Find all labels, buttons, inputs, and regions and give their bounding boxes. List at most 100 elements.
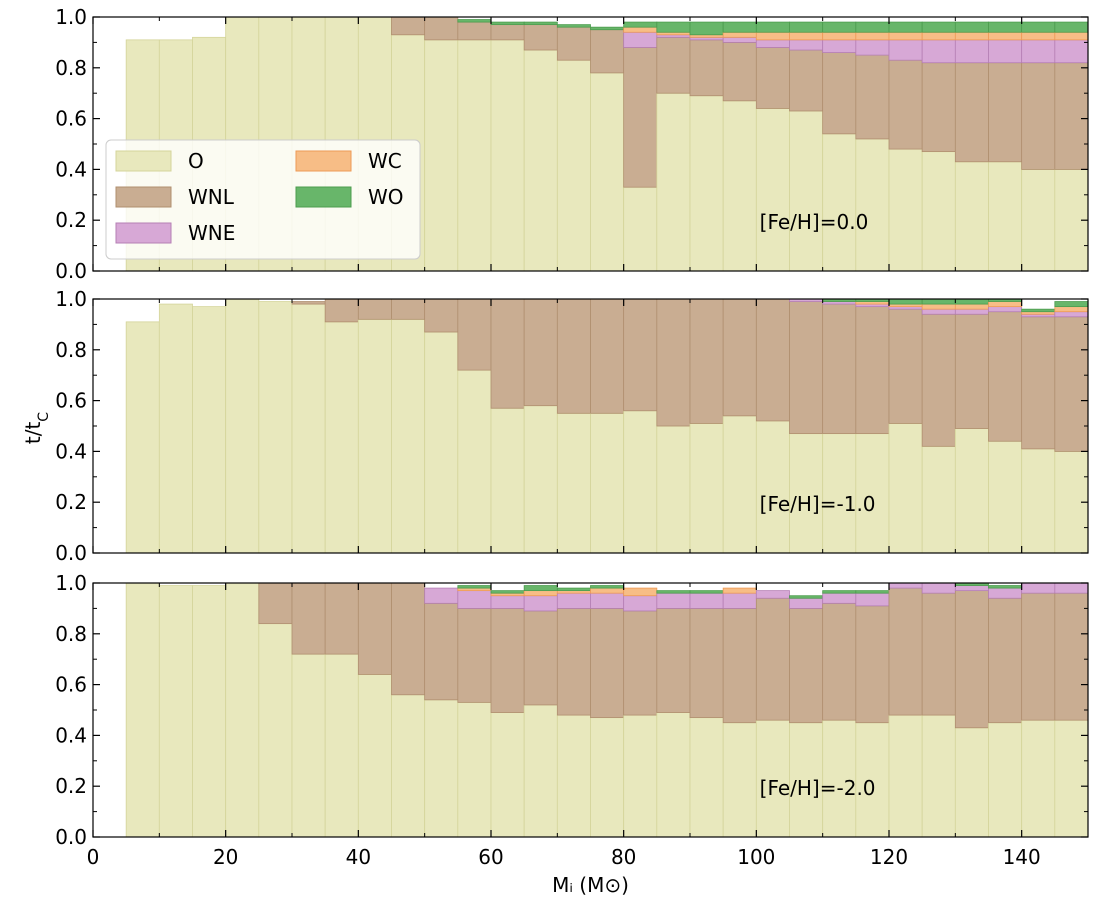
bar-WNL-m145 bbox=[1054, 592, 1088, 721]
bar-WC-m105 bbox=[789, 31, 824, 41]
bar-O-m110 bbox=[822, 719, 857, 837]
bar-WC-m80 bbox=[623, 26, 658, 33]
bar-O-m100 bbox=[755, 108, 790, 271]
bar-WO-m145 bbox=[1054, 301, 1088, 308]
bar-WNL-m150 bbox=[1087, 316, 1088, 452]
svg-text:t/tC: t/tC bbox=[21, 412, 52, 444]
x-axis-label: Mᵢ (M⊙) bbox=[552, 873, 629, 897]
bar-WNL-m80 bbox=[623, 47, 658, 188]
bar-WNL-m50 bbox=[424, 299, 459, 333]
y-tick-label: 0.2 bbox=[55, 208, 87, 232]
x-tick-label: 20 bbox=[213, 845, 238, 869]
bar-WO-m90 bbox=[689, 21, 724, 36]
bar-WNE-m125 bbox=[921, 308, 956, 315]
bar-WC-m95 bbox=[722, 31, 757, 38]
bar-WC-m80 bbox=[623, 587, 658, 597]
legend-label-WNE: WNE bbox=[188, 221, 235, 245]
panel-2: 0.0 0.2 0.4 0.6 0.8 1.0 [Fe/H]=-2.0 bbox=[55, 571, 1089, 849]
bar-O-m55 bbox=[457, 369, 492, 553]
bar-WNE-m105 bbox=[789, 597, 824, 609]
bar-O-m95 bbox=[722, 415, 757, 553]
bar-O-m125 bbox=[921, 445, 956, 553]
bar-WNL-m65 bbox=[523, 24, 558, 51]
bar-O-m150 bbox=[1087, 450, 1088, 553]
bar-O-m85 bbox=[656, 92, 691, 271]
bar-O-m65 bbox=[523, 49, 558, 271]
bar-WO-m105 bbox=[789, 595, 824, 599]
bar-O-m130 bbox=[954, 161, 989, 271]
y-tick-label: 0.4 bbox=[55, 439, 87, 463]
bar-WNL-m45 bbox=[391, 299, 426, 320]
bar-WNL-m130 bbox=[954, 62, 989, 163]
bar-O-m65 bbox=[523, 704, 558, 837]
bar-WO-m145 bbox=[1054, 21, 1088, 33]
bar-O-m20 bbox=[225, 583, 260, 837]
y-tick-label: 0.0 bbox=[55, 259, 87, 283]
bar-WC-m135 bbox=[988, 31, 1023, 41]
bar-WO-m120 bbox=[888, 21, 923, 33]
bar-WO-m125 bbox=[921, 21, 956, 33]
bar-O-m130 bbox=[954, 727, 989, 837]
bar-O-m90 bbox=[689, 95, 724, 271]
bar-WNE-m65 bbox=[523, 595, 558, 612]
x-tick-label: 120 bbox=[870, 845, 908, 869]
bar-WNE-m135 bbox=[988, 587, 1023, 599]
y-tick-label: 0.8 bbox=[55, 622, 87, 646]
bar-O-m135 bbox=[988, 161, 1023, 271]
bar-O-m45 bbox=[391, 318, 426, 553]
bar-O-m150 bbox=[1087, 176, 1088, 271]
bar-O-m120 bbox=[888, 423, 923, 553]
bar-O-m115 bbox=[855, 138, 890, 271]
bar-O-m105 bbox=[789, 722, 824, 837]
bar-WO-m125 bbox=[921, 299, 956, 305]
y-tick-label: 0.0 bbox=[55, 825, 87, 849]
bar-WNL-m145 bbox=[1054, 62, 1088, 170]
bar-WNE-m85 bbox=[656, 592, 691, 609]
bar-WNL-m140 bbox=[1021, 316, 1056, 450]
bar-O-m50 bbox=[424, 699, 459, 837]
bar-WNL-m70 bbox=[556, 299, 591, 414]
bar-WC-m110 bbox=[822, 31, 857, 41]
bar-O-m130 bbox=[954, 428, 989, 553]
y-tick-label: 0.8 bbox=[55, 338, 87, 362]
bar-O-m55 bbox=[457, 39, 492, 271]
bar-WNE-m130 bbox=[954, 585, 989, 592]
bar-WNL-m85 bbox=[656, 36, 691, 94]
bar-WNE-m150 bbox=[1087, 583, 1088, 594]
bar-WNL-m60 bbox=[490, 299, 525, 409]
bar-WNL-m110 bbox=[822, 602, 857, 721]
bar-WNE-m50 bbox=[424, 587, 459, 604]
bar-WNL-m105 bbox=[789, 49, 824, 112]
x-tick-label: 40 bbox=[346, 845, 371, 869]
bar-WNL-m105 bbox=[789, 608, 824, 724]
bar-WNL-m40 bbox=[357, 299, 392, 320]
bar-WO-m150 bbox=[1087, 301, 1088, 308]
bar-O-m105 bbox=[789, 433, 824, 553]
bar-O-m80 bbox=[623, 714, 658, 837]
bar-O-m120 bbox=[888, 714, 923, 837]
x-tick-label: 80 bbox=[611, 845, 636, 869]
bar-WNE-m100 bbox=[755, 590, 790, 599]
bar-WNL-m50 bbox=[424, 17, 459, 41]
bar-O-m60 bbox=[490, 407, 525, 553]
bar-WNL-m70 bbox=[556, 608, 591, 716]
x-tick-label: 0 bbox=[87, 845, 100, 869]
bar-WNL-m40 bbox=[357, 583, 392, 675]
bar-WO-m85 bbox=[656, 590, 691, 594]
bar-O-m60 bbox=[490, 712, 525, 837]
bar-O-m25 bbox=[258, 623, 293, 837]
bar-WNL-m140 bbox=[1021, 592, 1056, 721]
bar-WC-m135 bbox=[988, 301, 1023, 308]
bar-WO-m60 bbox=[490, 590, 525, 594]
bar-WNL-m115 bbox=[855, 306, 890, 435]
legend-swatch-WNL bbox=[115, 186, 172, 208]
bar-WO-m80 bbox=[623, 21, 658, 28]
bar-WC-m130 bbox=[954, 31, 989, 41]
panel-annotation: [Fe/H]=-1.0 bbox=[760, 492, 876, 516]
bar-O-m85 bbox=[656, 425, 691, 553]
bar-WO-m110 bbox=[822, 590, 857, 594]
y-tick-label: 0.6 bbox=[55, 389, 87, 413]
bar-WO-m75 bbox=[590, 585, 625, 589]
bar-WNE-m110 bbox=[822, 39, 857, 53]
